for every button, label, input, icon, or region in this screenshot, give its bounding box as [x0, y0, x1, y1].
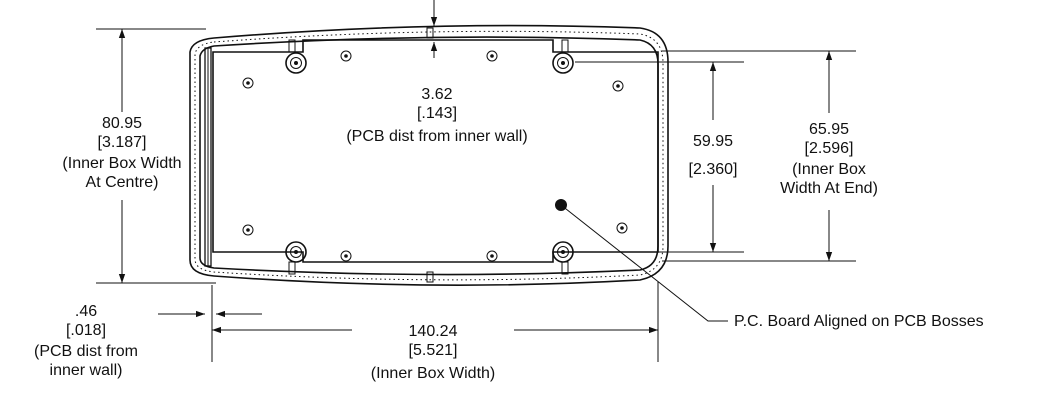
screw-hole [242, 77, 254, 89]
dim-note-line1: (Inner Box Width [62, 155, 182, 172]
dim-value-in: [2.596] [804, 140, 854, 157]
enclosure-wall-hatch [194, 30, 664, 281]
screw-hole [340, 250, 352, 262]
enclosure-outer-wall [189, 24, 669, 286]
dim-value-mm: 80.95 [101, 115, 143, 132]
dim-label-inner-width-centre: 80.95 [3.187] (Inner Box Width At Centre… [42, 114, 202, 192]
wall-rib [426, 27, 434, 39]
dim-value-mm: .46 [74, 303, 98, 320]
callout-leader [560, 204, 728, 322]
pcb-boss [552, 52, 574, 74]
screw-hole [612, 80, 624, 92]
enclosure-inner-wall [199, 36, 659, 276]
dim-note-line2: At Centre) [85, 174, 159, 191]
pcb-boss [552, 241, 574, 263]
screw-hole [616, 222, 628, 234]
dim-value-mm: 140.24 [408, 323, 458, 340]
wall-rib [426, 271, 434, 283]
dim-label-pcb-top: 3.62 [.143] (PCB dist from inner wall) [322, 85, 552, 146]
dim-value-in: [.018] [65, 322, 107, 339]
wall-rib [561, 39, 569, 53]
dim-note: (PCB dist from inner wall) [346, 128, 528, 145]
pcb-boss [285, 241, 307, 263]
dim-value-in: [.143] [416, 105, 458, 122]
dim-note-line2: Width At End) [780, 180, 878, 197]
dim-label-inner-length: 140.24 [5.521] (Inner Box Width) [345, 322, 521, 383]
dim-value-in: [2.360] [688, 161, 738, 178]
screw-hole [242, 224, 254, 236]
screw-hole [486, 250, 498, 262]
dim-label-pcb-height: 59.95 [2.360] [668, 132, 758, 179]
dim-value-mm: 3.62 [421, 86, 453, 103]
dim-label-inner-width-end: 65.95 [2.596] (Inner Box Width At End) [762, 120, 896, 198]
wall-rib [288, 39, 296, 53]
dim-note-line1: (Inner Box [792, 161, 866, 178]
dim-value-mm: 59.95 [692, 133, 734, 150]
pcb-boss [285, 52, 307, 74]
dim-value-in: [5.521] [408, 342, 458, 359]
callout-text: P.C. Board Aligned on PCB Bosses [734, 313, 984, 330]
screw-hole [340, 50, 352, 62]
dim-note: (Inner Box Width) [370, 365, 496, 382]
dim-note-line2: inner wall) [49, 362, 123, 379]
dim-note-line1: (PCB dist from [33, 343, 138, 360]
screw-hole [486, 50, 498, 62]
dim-value-mm: 65.95 [808, 121, 850, 138]
callout-label: P.C. Board Aligned on PCB Bosses [734, 312, 984, 331]
dim-value-in: [3.187] [97, 134, 147, 151]
dim-label-pcb-left: .46 [.018] (PCB dist from inner wall) [12, 302, 160, 380]
